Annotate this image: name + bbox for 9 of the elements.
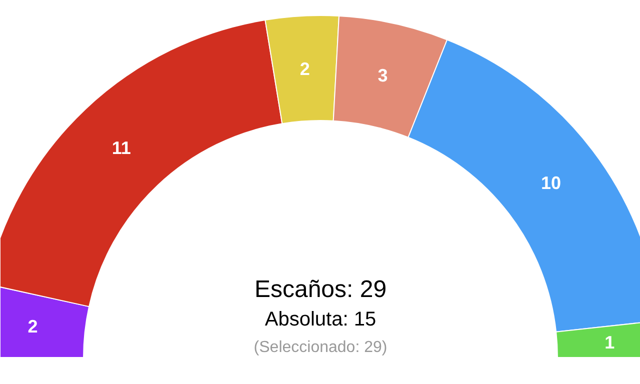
data-label: 3 — [378, 65, 388, 86]
data-label: 2 — [28, 316, 38, 337]
data-label: 10 — [540, 172, 561, 193]
data-label: 1 — [604, 332, 615, 352]
text: (Seleccionado: 29) — [254, 339, 388, 356]
text: Absoluta: 15 — [264, 308, 376, 330]
text: Escaños: 29 — [254, 276, 387, 303]
data-label: 2 — [300, 58, 310, 79]
data-label: 11 — [112, 138, 131, 158]
